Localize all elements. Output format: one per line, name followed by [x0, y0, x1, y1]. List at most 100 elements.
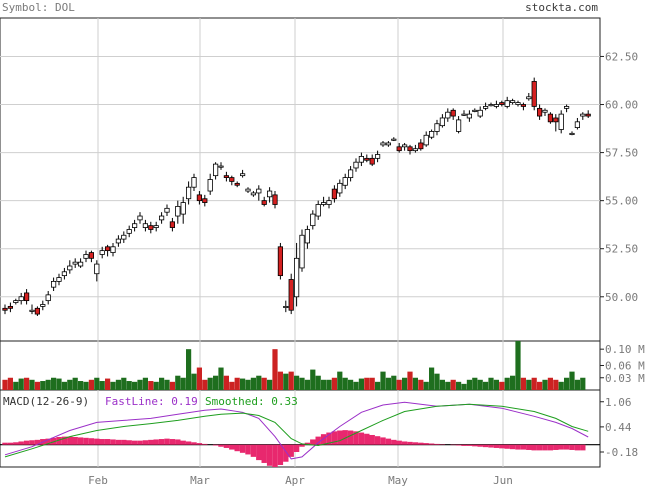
price-tick-label: 55.00: [605, 195, 638, 208]
price-tick-label: 52.50: [605, 243, 638, 256]
macd-histogram-bar: [369, 434, 375, 445]
volume-bar: [553, 379, 559, 390]
macd-fastline-legend: FastLine: 0.19: [105, 395, 198, 408]
candle-body: [418, 142, 424, 150]
volume-bar: [574, 379, 580, 390]
volume-bar: [29, 379, 35, 390]
volume-bar: [569, 371, 575, 390]
volume-bar: [299, 377, 305, 390]
macd-histogram-bar: [428, 443, 435, 445]
volume-bar: [202, 379, 208, 390]
price-tick-label: 50.00: [605, 291, 638, 304]
candle-body: [266, 190, 273, 198]
volume-bar: [83, 381, 89, 390]
macd-histogram-bar: [202, 443, 208, 445]
volume-bar: [402, 377, 408, 390]
volume-bar: [520, 377, 526, 390]
macd-histogram-bar: [574, 444, 581, 451]
volume-bar: [461, 383, 467, 390]
price-tick-label: 60.00: [605, 99, 638, 112]
macd-histogram-bar: [266, 444, 273, 466]
macd-histogram-bar: [148, 439, 154, 445]
candle-body: [88, 252, 94, 259]
candle-body: [99, 250, 105, 255]
candle-body: [499, 102, 505, 105]
macd-histogram-bar: [310, 439, 316, 445]
candle-body: [347, 169, 354, 178]
macd-histogram-bar: [407, 441, 413, 445]
macd-histogram-bar: [256, 444, 262, 461]
candle-body: [434, 123, 440, 132]
candle-body: [537, 107, 543, 117]
volume-bar: [450, 379, 456, 390]
volume-bar: [380, 371, 386, 390]
volume-bar: [542, 379, 548, 390]
macd-panel-frame: [0, 389, 601, 468]
candle-body: [61, 271, 68, 277]
volume-bar: [445, 381, 451, 390]
macd-histogram-bar: [293, 444, 300, 453]
volume-bar: [466, 379, 472, 390]
candle-body: [574, 121, 581, 128]
volume-bar: [13, 381, 19, 390]
macd-histogram-bar: [326, 432, 332, 445]
macd-histogram-bar: [94, 438, 100, 445]
macd-histogram-bar: [558, 444, 564, 450]
candle-body: [299, 234, 305, 269]
macd-histogram-bar: [423, 443, 429, 445]
volume-bar: [45, 379, 51, 390]
volume-bar: [272, 349, 278, 390]
candle-body: [23, 292, 30, 302]
candle-body: [547, 113, 554, 123]
candle-body: [45, 294, 51, 302]
x-tick-label: May: [388, 474, 408, 486]
candle-body: [531, 81, 537, 107]
candle-body: [34, 307, 41, 315]
volume-bar: [483, 381, 489, 390]
volume-bar: [385, 377, 391, 390]
volume-bar: [99, 381, 105, 390]
candle-body: [250, 192, 256, 196]
candle-body: [461, 113, 467, 116]
volume-bar: [412, 377, 418, 390]
macd-histogram-bar: [472, 444, 478, 447]
volume-bar: [234, 377, 240, 390]
candle-body: [29, 309, 35, 312]
macd-histogram-bar: [212, 444, 219, 446]
volume-bar: [547, 377, 553, 390]
candle-body: [466, 113, 473, 119]
candle-body: [504, 100, 510, 107]
candle-body: [13, 300, 19, 303]
macd-histogram-bar: [191, 442, 197, 445]
volume-bar: [364, 377, 370, 390]
volume-bar: [159, 377, 165, 390]
macd-histogram-bar: [223, 444, 230, 448]
volume-bar: [34, 381, 40, 390]
candle-body: [553, 117, 559, 123]
candle-body: [175, 206, 181, 217]
macd-histogram-bar: [580, 444, 586, 451]
volume-bar: [396, 379, 402, 390]
candle-body: [423, 134, 429, 146]
macd-histogram-bar: [482, 444, 489, 448]
volume-bar: [407, 371, 413, 390]
volume-bar: [191, 373, 197, 390]
volume-bar: [537, 381, 543, 390]
macd-histogram-bar: [531, 444, 537, 451]
candle-body: [477, 109, 483, 117]
candle-body: [56, 277, 62, 282]
volume-bar: [132, 381, 138, 390]
candle-body: [229, 177, 235, 182]
macd-histogram-bar: [164, 438, 170, 445]
candle-body: [121, 234, 127, 240]
volume-bar: [223, 375, 229, 390]
volume-bar: [180, 377, 186, 390]
volume-bar: [148, 381, 154, 390]
candle-body: [439, 117, 446, 127]
candle-body: [245, 188, 251, 192]
macd-histogram-bar: [131, 440, 138, 445]
candle-body: [450, 109, 456, 117]
macd-histogram-bar: [288, 444, 294, 457]
volume-bar: [207, 377, 213, 390]
macd-histogram-bar: [245, 444, 251, 455]
